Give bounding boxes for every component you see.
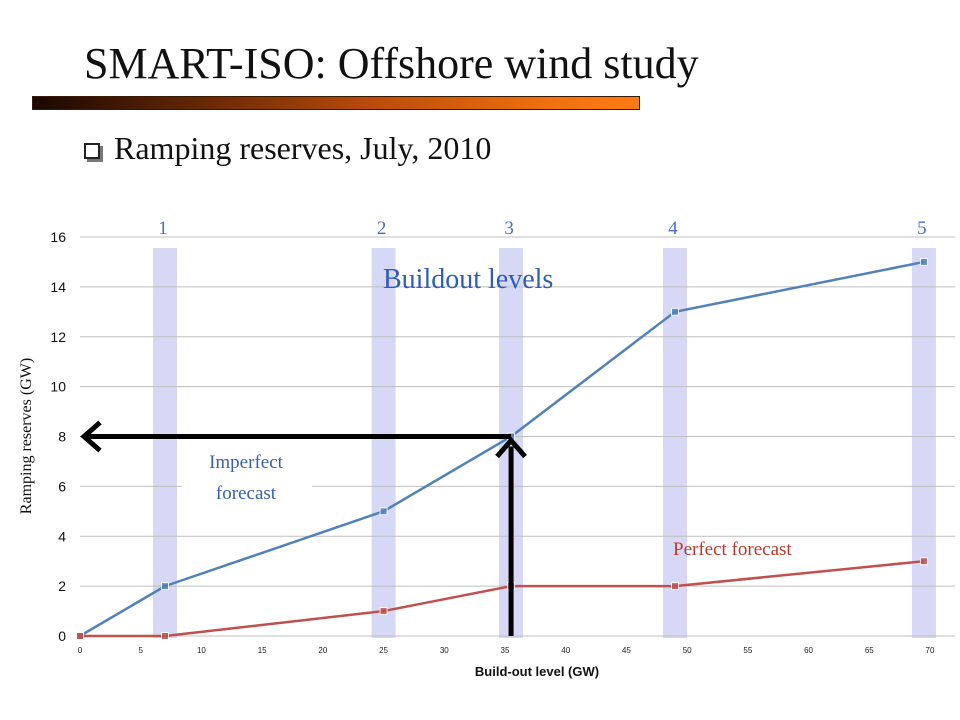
band-number-5: 5 <box>917 218 927 239</box>
y-tick-6: 6 <box>58 478 66 494</box>
x-tick-35: 35 <box>501 646 510 655</box>
buildout-levels-label: Buildout levels <box>383 264 553 295</box>
x-tick-60: 60 <box>804 646 813 655</box>
point-perfect-1 <box>161 632 169 640</box>
band-number-2: 2 <box>377 218 387 239</box>
y-tick-10: 10 <box>50 379 66 395</box>
band-number-4: 4 <box>668 218 678 239</box>
x-tick-5: 5 <box>138 646 143 655</box>
point-perfect-5 <box>919 557 928 566</box>
x-axis-label: Build-out level (GW) <box>475 664 599 679</box>
x-tick-40: 40 <box>561 646 570 655</box>
y-tick-16: 16 <box>50 229 66 245</box>
x-tick-70: 70 <box>926 646 935 655</box>
point-imperfect-1 <box>161 582 169 591</box>
horizontal-arrow-head <box>80 420 102 453</box>
y-tick-2: 2 <box>58 578 66 594</box>
point-imperfect-5 <box>919 257 928 266</box>
y-axis-label: Ramping reserves (GW) <box>18 358 35 514</box>
point-perfect-4 <box>671 582 679 591</box>
buildout-bands: 1 2 3 4 5 <box>153 218 936 638</box>
x-tick-0: 0 <box>78 646 83 655</box>
y-tick-4: 4 <box>58 528 66 544</box>
series-line-imperfect <box>79 260 925 638</box>
title-underline-bar <box>32 96 640 110</box>
checkbox-bullet-icon <box>84 142 100 159</box>
x-tick-30: 30 <box>440 646 449 655</box>
imperfect-label-bg <box>182 448 312 510</box>
buildout-band-1 <box>153 248 177 638</box>
y-tick-12: 12 <box>50 329 66 345</box>
y-tick-8: 8 <box>58 429 66 445</box>
x-tick-labels: 0 5 10 15 20 25 30 35 40 45 50 55 60 65 70 <box>78 646 935 655</box>
imperfect-forecast-label-line1: Imperfect <box>209 452 284 473</box>
buildout-band-5 <box>911 248 936 638</box>
x-tick-15: 15 <box>258 646 267 655</box>
y-tick-labels: 0 2 4 6 8 10 12 14 16 <box>50 229 66 644</box>
bullet-item: Ramping reserves, July, 2010 <box>84 130 491 167</box>
x-tick-50: 50 <box>683 646 692 655</box>
vertical-arrow-head <box>495 436 527 459</box>
point-imperfect-2 <box>379 507 388 516</box>
x-tick-65: 65 <box>865 646 874 655</box>
slide-title: SMART-ISO: Offshore wind study <box>84 39 699 88</box>
imperfect-forecast-label-line2: forecast <box>216 483 277 504</box>
x-tick-20: 20 <box>318 646 327 655</box>
x-tick-25: 25 <box>379 646 388 655</box>
y-tick-14: 14 <box>50 279 66 295</box>
x-tick-10: 10 <box>197 646 206 655</box>
perfect-forecast-label: Perfect forecast <box>673 539 792 560</box>
series-line-perfect <box>80 559 925 638</box>
buildout-band-2 <box>371 248 396 638</box>
point-perfect-0 <box>76 632 84 640</box>
y-tick-0: 0 <box>58 628 66 644</box>
band-number-3: 3 <box>504 218 514 239</box>
band-number-1: 1 <box>158 218 168 239</box>
buildout-band-4 <box>663 248 687 638</box>
x-tick-45: 45 <box>622 646 631 655</box>
point-perfect-2 <box>379 607 388 616</box>
bullet-text: Ramping reserves, July, 2010 <box>114 130 492 166</box>
annotations: Buildout levels Imperfect forecast Perfect … <box>80 264 792 636</box>
point-imperfect-4 <box>671 307 679 316</box>
x-tick-55: 55 <box>743 646 752 655</box>
